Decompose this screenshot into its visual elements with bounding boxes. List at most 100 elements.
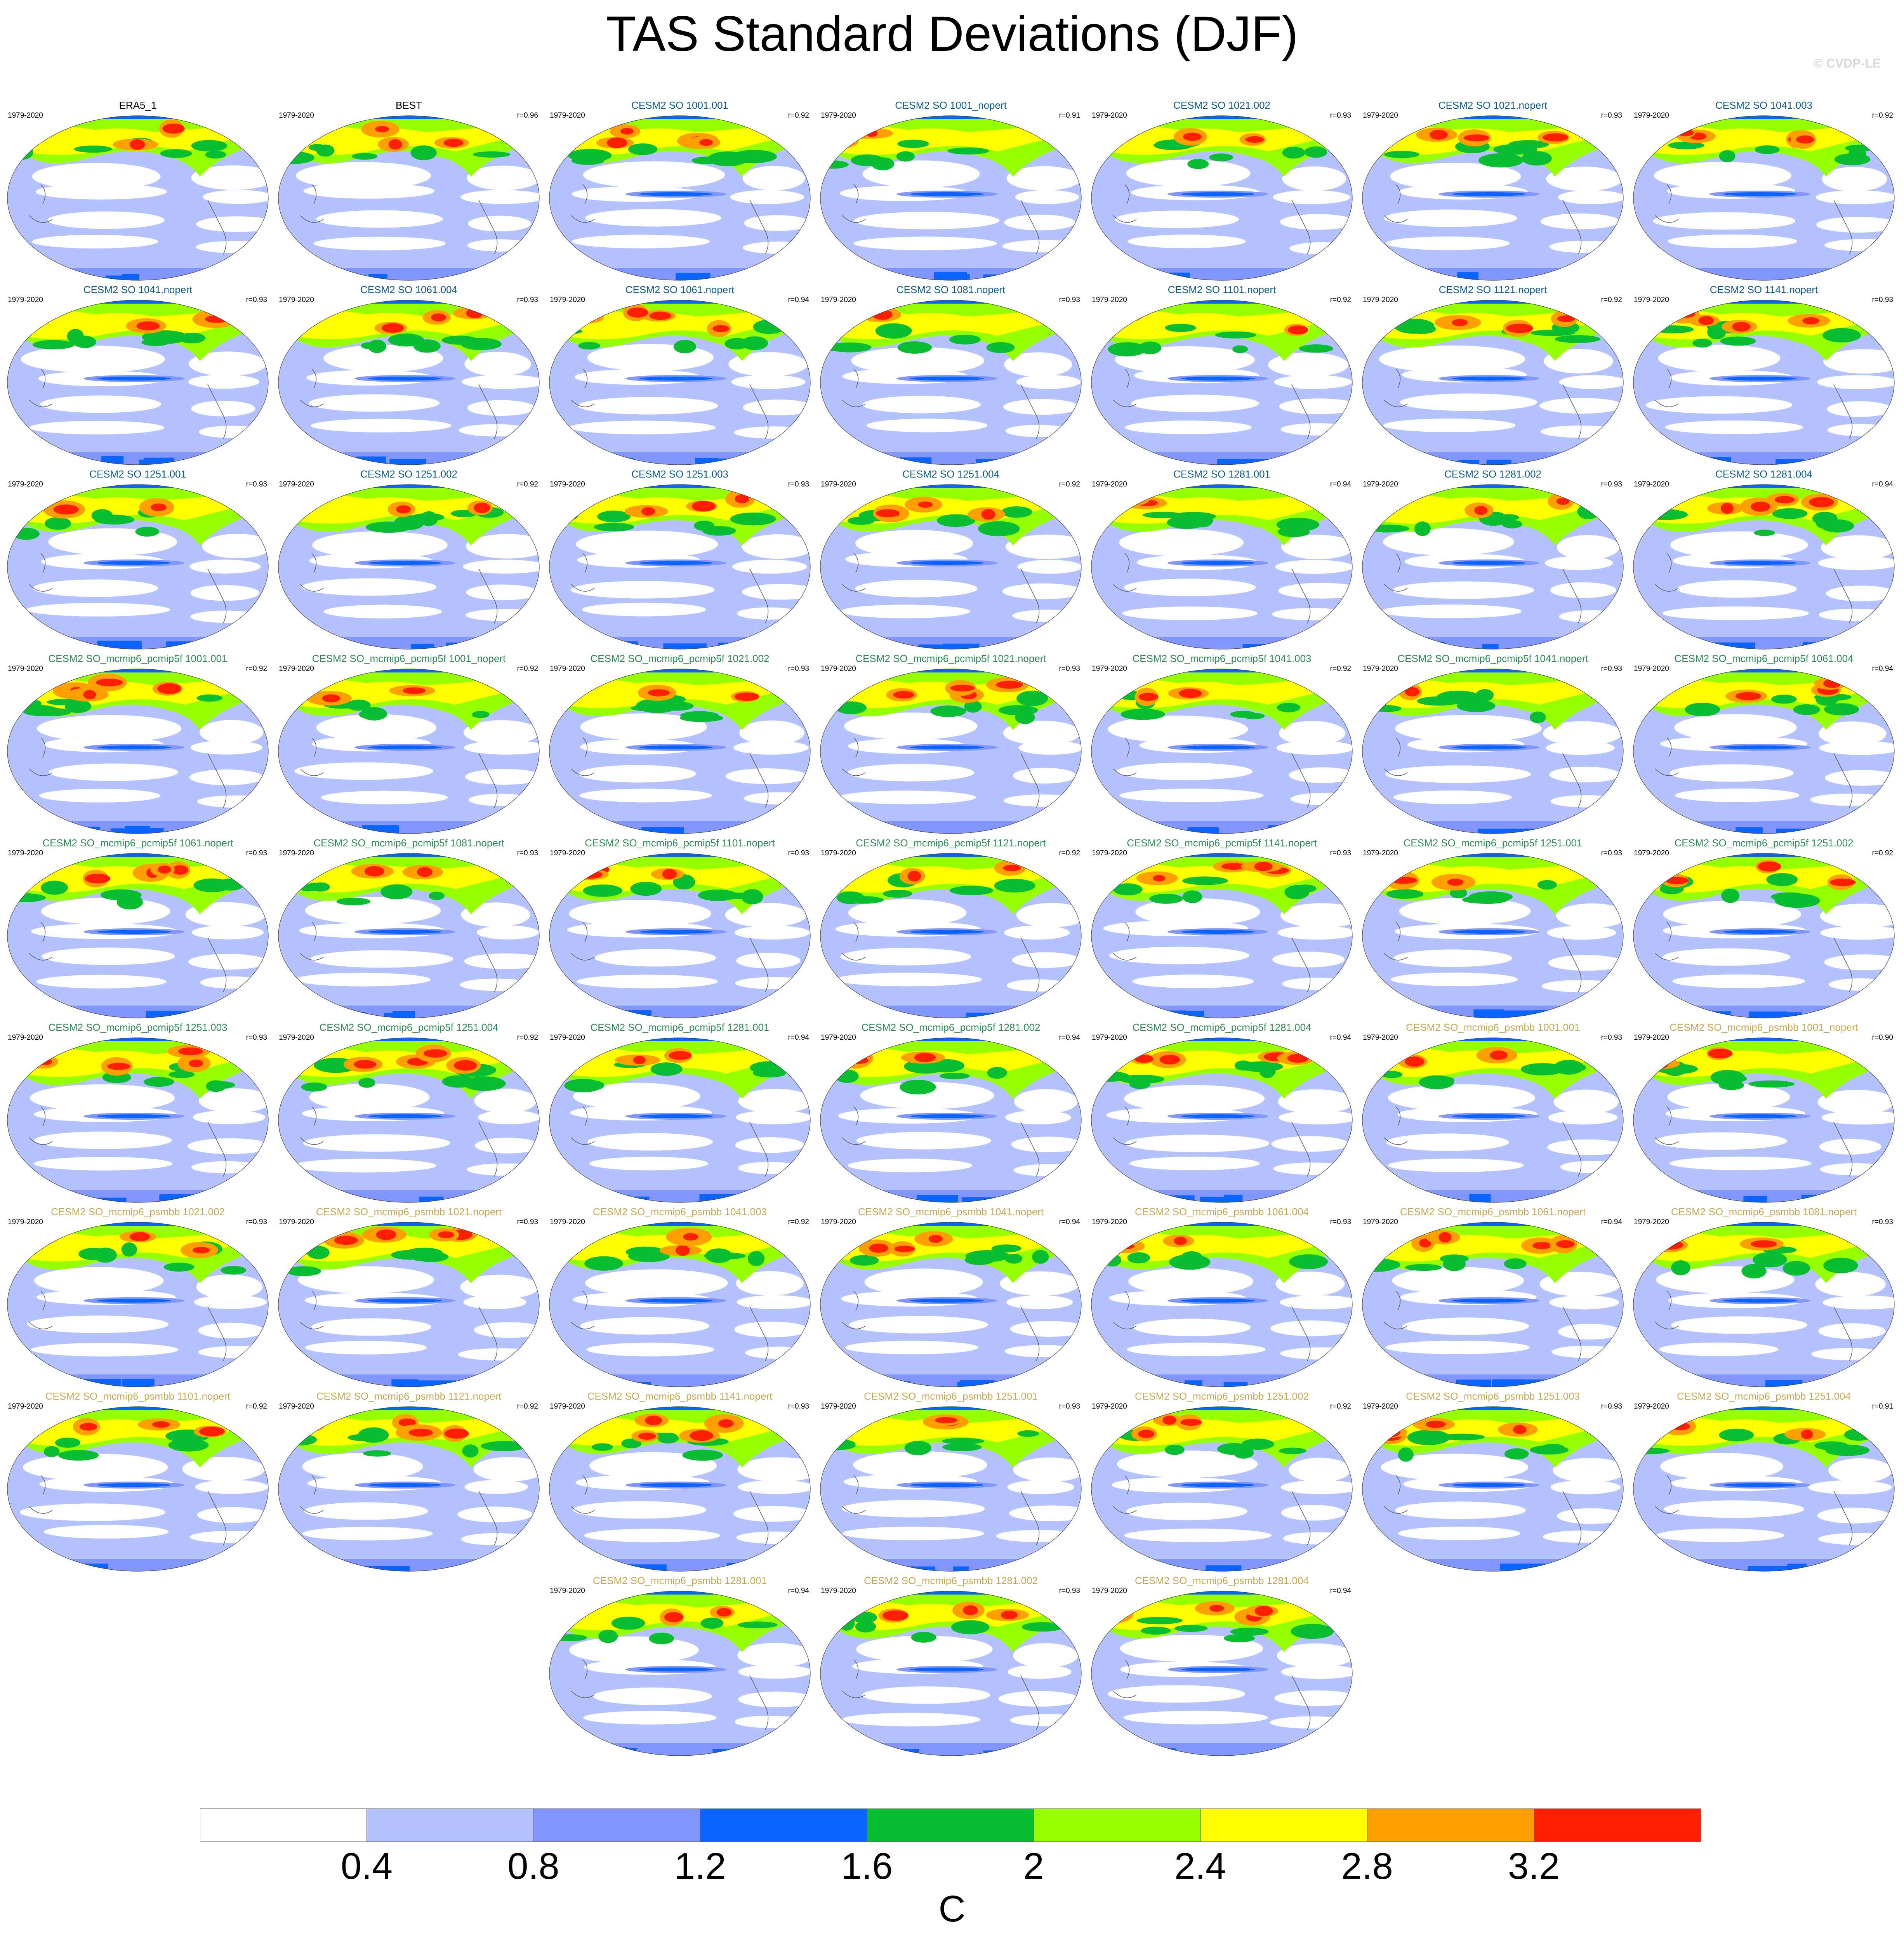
panel-title: CESM2 SO_mcmip6_psmbb 1001_nopert — [1669, 1021, 1858, 1033]
colorbar-tick-label: 2.8 — [1341, 1845, 1393, 1887]
map-panel: CESM2 SO 1081.nopert 1979-2020 r=0.93 — [817, 283, 1085, 466]
panel-pattern-correlation: r=0.93 — [246, 296, 267, 304]
global-map — [1362, 1222, 1624, 1387]
panel-period: 1979-2020 — [279, 480, 314, 488]
panel-title: CESM2 SO_mcmip6_psmbb 1281.001 — [592, 1575, 767, 1586]
map-panel: CESM2 SO_mcmip6_psmbb 1001.001 1979-2020 r… — [1359, 1021, 1627, 1204]
panel-title: CESM2 SO_mcmip6_psmbb 1141.nopert — [587, 1390, 773, 1402]
panel-pattern-correlation: r=0.93 — [1601, 1402, 1622, 1411]
map-panel: CESM2 SO_mcmip6_pcmip5f 1081.nopert 1979-… — [275, 837, 543, 1019]
panel-pattern-correlation: r=0.94 — [1059, 1218, 1080, 1226]
map-panel: CESM2 SO_mcmip6_pcmip5f 1001_nopert 1979-… — [275, 652, 543, 835]
colorbar-tick-label: 3.2 — [1508, 1845, 1560, 1887]
global-map — [820, 1591, 1082, 1756]
panel-title: ERA5_1 — [119, 99, 157, 111]
panel-pattern-correlation: r=0.94 — [788, 1587, 809, 1595]
map-panel: CESM2 SO 1001_nopert 1979-2020 r=0.91 — [817, 99, 1085, 281]
panel-title: CESM2 SO_mcmip6_pcmip5f 1001.001 — [48, 653, 228, 664]
map-panel: CESM2 SO_mcmip6_psmbb 1101.nopert 1979-20… — [4, 1390, 272, 1572]
panel-period: 1979-2020 — [1363, 111, 1398, 120]
map-panel: CESM2 SO_mcmip6_pcmip5f 1251.001 1979-202… — [1359, 837, 1627, 1019]
panel-pattern-correlation: r=0.92 — [517, 480, 538, 488]
map-panel: CESM2 SO_mcmip6_psmbb 1041.nopert 1979-20… — [817, 1206, 1085, 1388]
panel-period: 1979-2020 — [279, 849, 314, 857]
panel-period: 1979-2020 — [1092, 849, 1127, 857]
global-map — [820, 1222, 1082, 1387]
global-map — [820, 853, 1082, 1018]
panel-pattern-correlation: r=0.93 — [1601, 480, 1622, 488]
global-map — [1091, 115, 1353, 281]
global-map — [1362, 1037, 1624, 1203]
map-panel: CESM2 SO_mcmip6_psmbb 1061.nopert 1979-20… — [1359, 1206, 1627, 1388]
panel-title: CESM2 SO_mcmip6_pcmip5f 1001_nopert — [312, 653, 506, 664]
panel-title: CESM2 SO_mcmip6_psmbb 1101.nopert — [45, 1390, 231, 1402]
panel-pattern-correlation: r=0.92 — [788, 111, 809, 120]
global-map — [549, 1222, 811, 1387]
panel-pattern-correlation: r=0.93 — [517, 1218, 538, 1226]
panel-period: 1979-2020 — [1092, 480, 1127, 488]
panel-pattern-correlation: r=0.93 — [246, 849, 267, 857]
panel-title: CESM2 SO 1021.nopert — [1438, 99, 1548, 111]
map-panel: CESM2 SO_mcmip6_psmbb 1021.002 1979-2020 r… — [4, 1206, 272, 1388]
global-map — [1362, 669, 1624, 834]
map-panel: CESM2 SO 1021.nopert 1979-2020 r=0.93 — [1359, 99, 1627, 281]
global-map — [549, 1037, 811, 1203]
panel-period: 1979-2020 — [8, 111, 43, 120]
global-map — [7, 853, 269, 1018]
panel-title: CESM2 SO_mcmip6_psmbb 1121.nopert — [316, 1390, 502, 1402]
panel-pattern-correlation: r=0.93 — [1059, 1587, 1080, 1595]
panel-pattern-correlation: r=0.94 — [788, 296, 809, 304]
panel-period: 1979-2020 — [1363, 1034, 1398, 1042]
panel-pattern-correlation: r=0.94 — [1872, 480, 1893, 488]
map-panel: CESM2 SO_mcmip6_pcmip5f 1041.003 1979-202… — [1088, 652, 1356, 835]
panel-title: CESM2 SO_mcmip6_pcmip5f 1021.002 — [590, 653, 770, 664]
map-panel: CESM2 SO 1251.004 1979-2020 r=0.92 — [817, 468, 1085, 650]
panel-title: CESM2 SO 1281.001 — [1173, 468, 1271, 480]
map-panel: CESM2 SO_mcmip6_pcmip5f 1021.002 1979-202… — [546, 652, 814, 835]
panel-title: CESM2 SO_mcmip6_pcmip5f 1041.003 — [1132, 653, 1312, 664]
panel-title: CESM2 SO_mcmip6_psmbb 1251.002 — [1134, 1390, 1309, 1402]
global-map — [1633, 484, 1895, 650]
panel-title: CESM2 SO 1041.nopert — [83, 284, 193, 295]
panel-title: CESM2 SO_mcmip6_pcmip5f 1061.004 — [1674, 653, 1854, 664]
panel-pattern-correlation: r=0.93 — [788, 665, 809, 673]
panel-pattern-correlation: r=0.93 — [246, 1034, 267, 1042]
panel-pattern-correlation: r=0.93 — [1872, 296, 1893, 304]
map-panel: CESM2 SO_mcmip6_psmbb 1021.nopert 1979-20… — [275, 1206, 543, 1388]
panel-title: CESM2 SO 1061.004 — [360, 284, 458, 295]
map-panel: CESM2 SO_mcmip6_pcmip5f 1041.nopert 1979-… — [1359, 652, 1627, 835]
global-map — [549, 1591, 811, 1756]
map-panel: CESM2 SO 1041.nopert 1979-2020 r=0.93 — [4, 283, 272, 466]
colorbar-segment — [1200, 1808, 1368, 1842]
map-panel: CESM2 SO_mcmip6_psmbb 1251.003 1979-2020 r… — [1359, 1390, 1627, 1572]
map-panel: CESM2 SO_mcmip6_pcmip5f 1021.nopert 1979-… — [817, 652, 1085, 835]
panel-title: CESM2 SO_mcmip6_psmbb 1041.nopert — [858, 1206, 1044, 1218]
panel-title: CESM2 SO_mcmip6_pcmip5f 1251.004 — [319, 1021, 499, 1033]
global-map — [1091, 853, 1353, 1018]
panel-period: 1979-2020 — [550, 480, 585, 488]
global-map — [549, 1406, 811, 1572]
global-map — [549, 669, 811, 834]
panel-period: 1979-2020 — [279, 111, 314, 120]
panel-pattern-correlation: r=0.94 — [788, 1034, 809, 1042]
map-panel: CESM2 SO_mcmip6_pcmip5f 1001.001 1979-202… — [4, 652, 272, 835]
map-panel: CESM2 SO_mcmip6_pcmip5f 1251.003 1979-202… — [4, 1021, 272, 1204]
panel-period: 1979-2020 — [8, 296, 43, 304]
panel-period: 1979-2020 — [1363, 1402, 1398, 1411]
panel-title: CESM2 SO 1001_nopert — [895, 99, 1007, 111]
map-panel: CESM2 SO_mcmip6_psmbb 1251.001 1979-2020 r… — [817, 1390, 1085, 1572]
panel-period: 1979-2020 — [1092, 111, 1127, 120]
panel-period: 1979-2020 — [1092, 1402, 1127, 1411]
global-map — [1633, 669, 1895, 834]
panel-title: CESM2 SO_mcmip6_psmbb 1281.004 — [1134, 1575, 1309, 1586]
panel-title: CESM2 SO_mcmip6_pcmip5f 1081.nopert — [313, 837, 504, 849]
panel-title: CESM2 SO_mcmip6_psmbb 1251.001 — [863, 1390, 1038, 1402]
map-panel: CESM2 SO 1001.001 1979-2020 r=0.92 — [546, 99, 814, 281]
panel-title: CESM2 SO_mcmip6_psmbb 1021.nopert — [316, 1206, 502, 1218]
global-map — [549, 300, 811, 465]
global-map — [7, 669, 269, 834]
panel-pattern-correlation: r=0.92 — [1330, 665, 1351, 673]
panel-period: 1979-2020 — [1634, 111, 1669, 120]
colorbar-segment — [1034, 1808, 1201, 1842]
panel-title: CESM2 SO_mcmip6_pcmip5f 1251.001 — [1403, 837, 1583, 849]
